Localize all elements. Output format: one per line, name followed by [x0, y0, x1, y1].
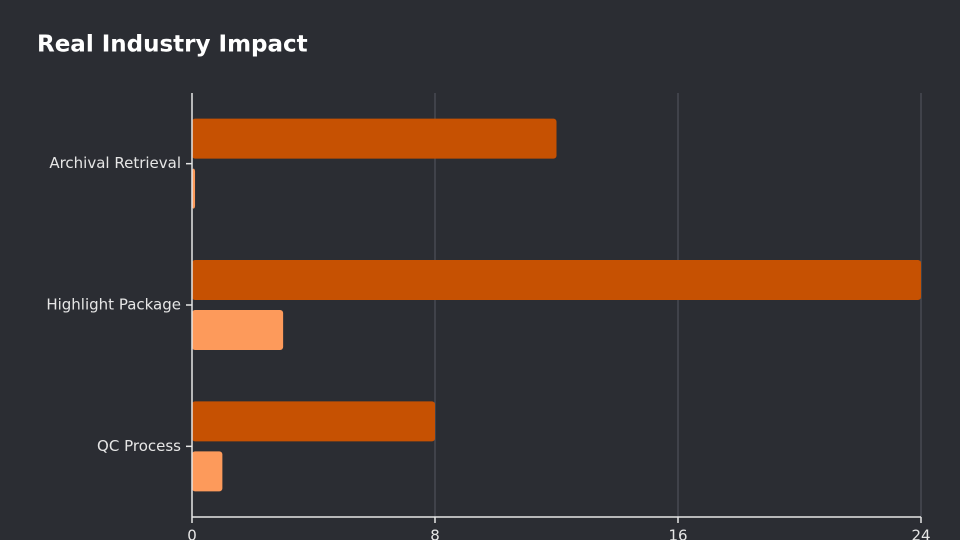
chart-title: Real Industry Impact — [37, 32, 308, 58]
x-tick-label: 8 — [430, 527, 440, 540]
x-tick-label: 24 — [911, 527, 930, 540]
bar — [192, 451, 223, 492]
bar — [192, 401, 435, 442]
bar — [192, 310, 284, 350]
bar — [192, 260, 921, 300]
x-tick-label: 0 — [187, 527, 197, 540]
x-tick-label: 16 — [668, 527, 687, 540]
bar — [192, 168, 196, 209]
y-tick-label: QC Process — [97, 437, 181, 455]
y-tick-label: Highlight Package — [46, 296, 181, 314]
bar — [192, 118, 557, 159]
y-tick-label: Archival Retrieval — [49, 154, 181, 172]
